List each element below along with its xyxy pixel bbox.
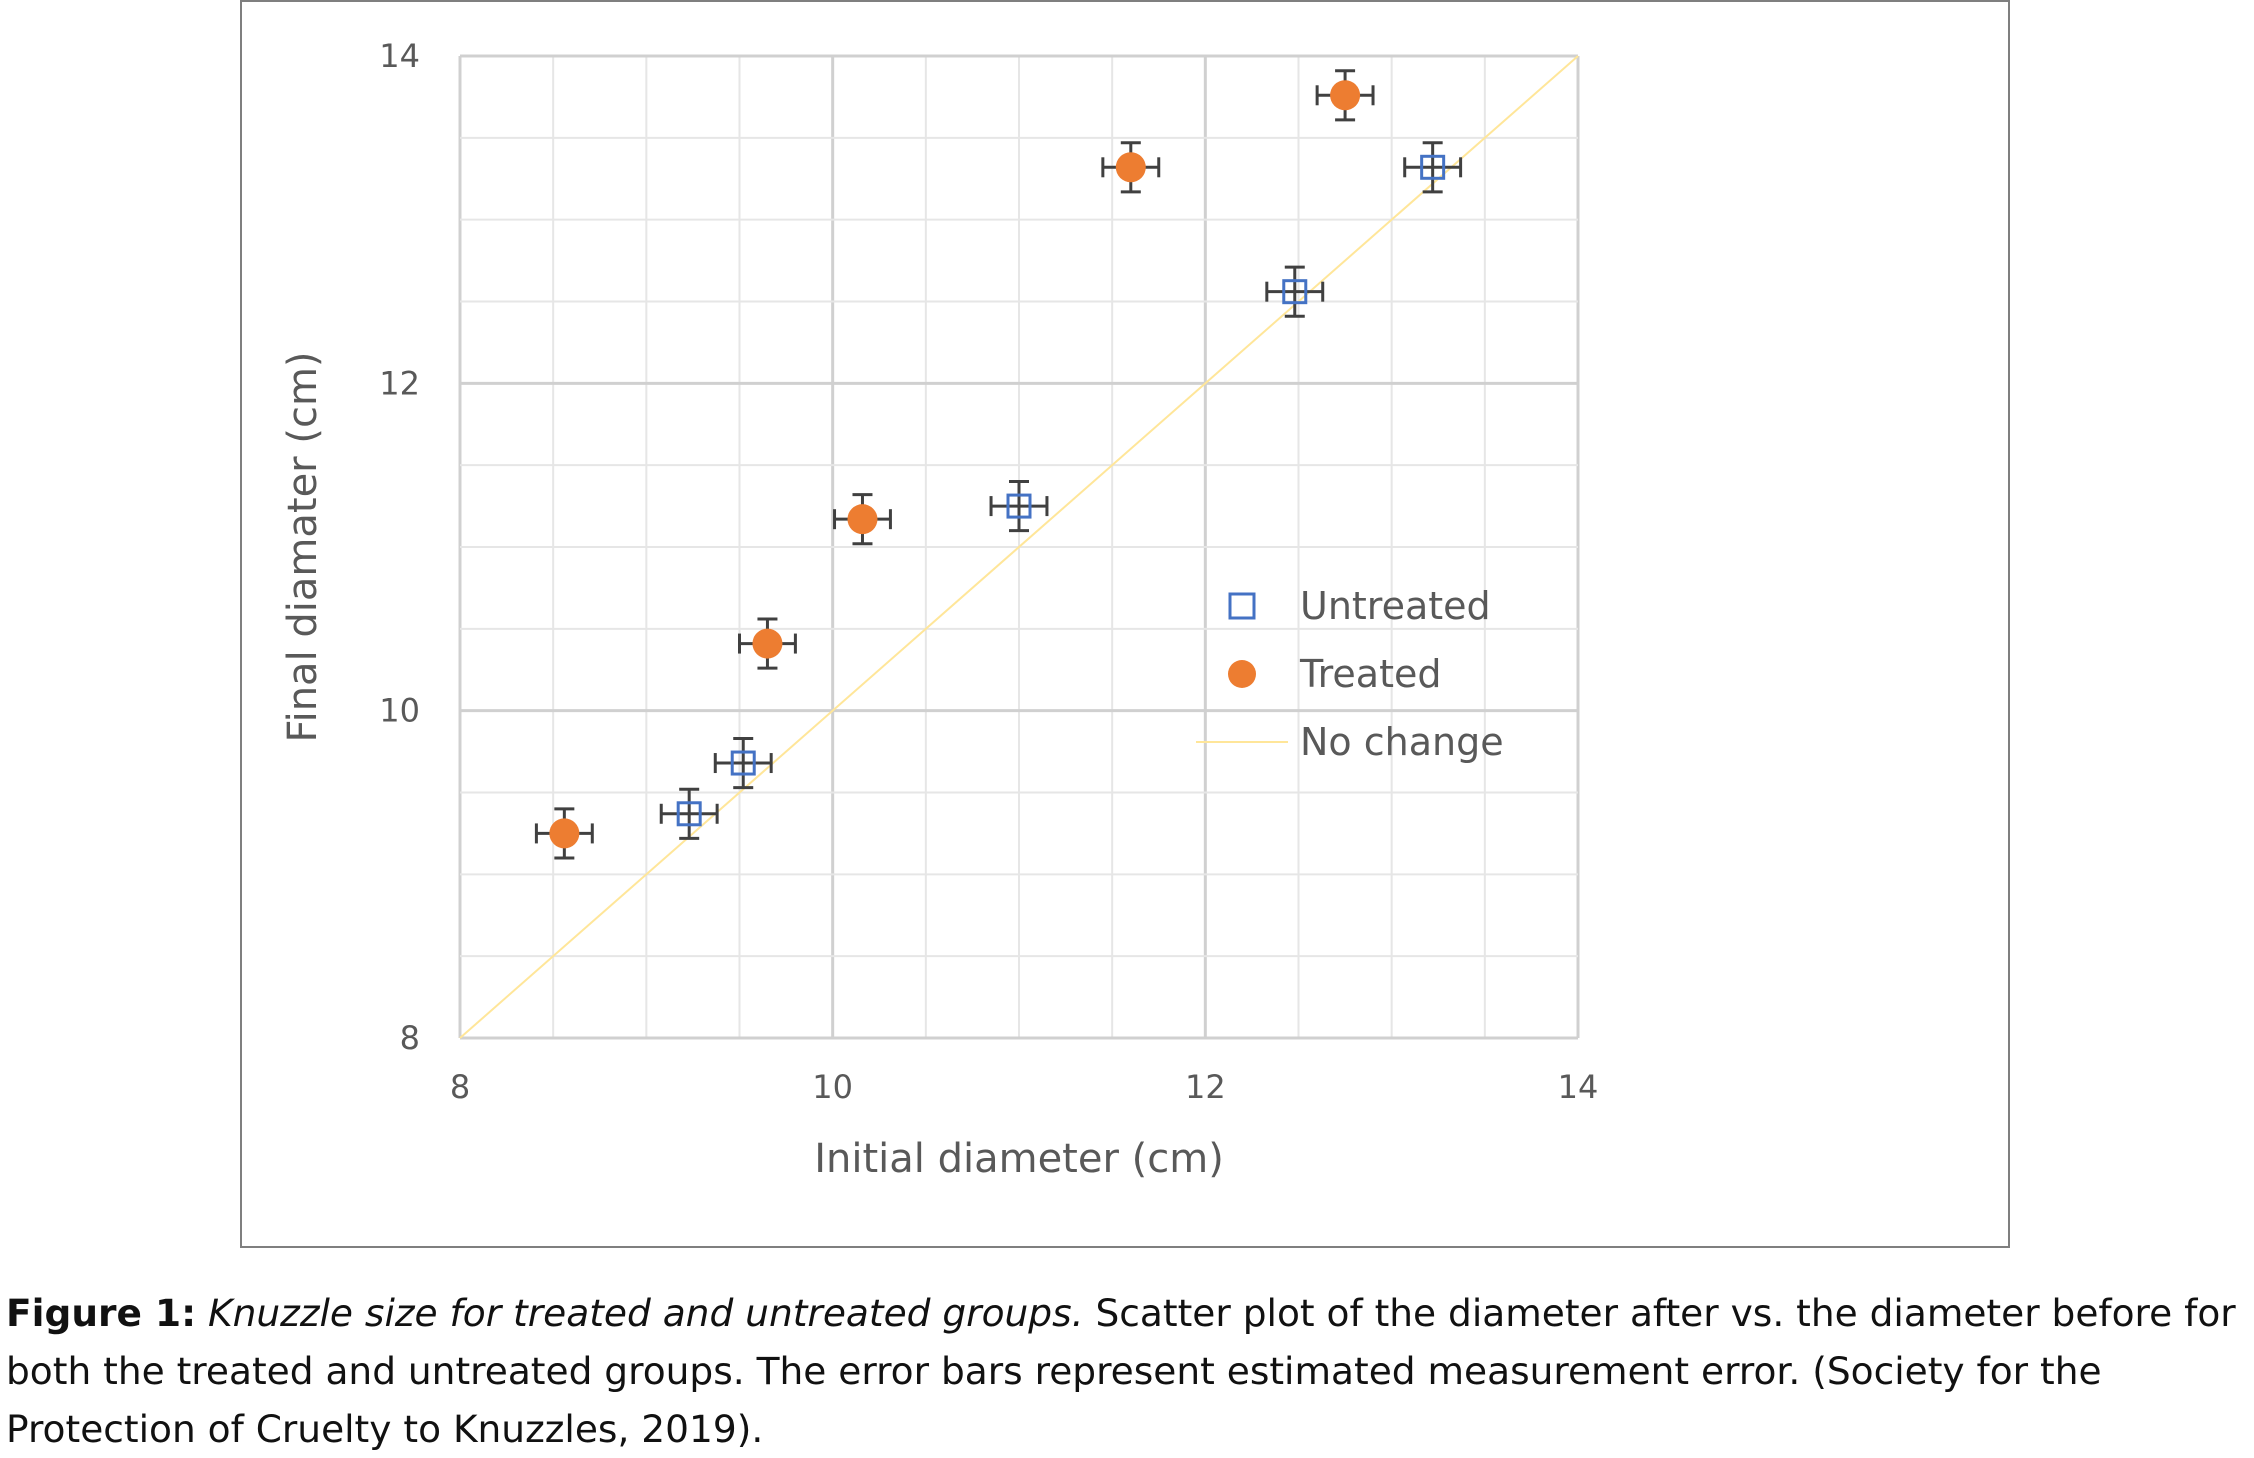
legend-item-treated: Treated [1228,652,1441,696]
data-point-treated [1315,69,1375,122]
figure-caption: Figure 1: Knuzzle size for treated and u… [6,1284,2250,1458]
legend: Untreated Treated No change [1196,584,1504,764]
y-tick-label: 10 [379,692,420,730]
data-point-untreated [713,736,773,790]
untreated-marker [730,750,756,776]
no-change-line [459,55,1579,1039]
x-tick-label: 8 [450,1068,470,1106]
legend-item-no-change: No change [1196,720,1504,764]
data-point-untreated [989,480,1049,533]
y-tick-label: 12 [379,364,420,402]
data-point-untreated [659,787,719,840]
x-tick-label: 10 [812,1068,853,1106]
scatter-chart: 8 10 12 14 8 10 12 14 Initial diameter (cm) Fin… [280,37,1598,1182]
y-tick-label: 14 [379,37,420,75]
caption-title: Knuzzle size for treated and untreated g… [208,1291,1084,1335]
y-tick-label: 8 [400,1019,420,1057]
chart-frame: 8 10 12 14 8 10 12 14 Initial diameter (cm) Fin… [240,0,2010,1248]
legend-label: Treated [1299,652,1441,696]
data-point-treated [833,493,892,546]
legend-label: Untreated [1300,584,1491,628]
caption-text: Scatter plot of the diameter after vs. t… [6,1291,2236,1451]
treated-marker [549,818,580,849]
data-point-untreated [1265,265,1325,318]
legend-item-untreated: Untreated [1228,584,1491,628]
untreated-marker [1006,493,1032,519]
x-axis-title: Initial diameter (cm) [814,1136,1224,1182]
treated-marker [1115,152,1146,183]
data-point-treated [1101,141,1161,194]
caption-label: Figure 1: [6,1291,197,1335]
treated-marker [752,628,783,659]
grid [458,54,1580,1040]
legend-circle-marker [1228,660,1256,688]
untreated-marker [1282,279,1308,305]
treated-marker [847,504,878,535]
x-tick-label: 14 [1558,1068,1599,1106]
data-point-treated [738,617,797,670]
untreated-marker [1420,154,1446,180]
tick-labels: 8 10 12 14 8 10 12 14 [379,37,1598,1106]
treated-marker [1330,80,1361,111]
data-point-treated [534,807,594,860]
data-point-untreated [1403,141,1463,194]
y-axis-title: Final diamater (cm) [280,351,326,742]
legend-square-marker [1228,592,1256,620]
series [459,55,1579,1039]
x-tick-label: 12 [1185,1068,1226,1106]
untreated-marker [676,801,702,827]
legend-label: No change [1300,720,1504,764]
